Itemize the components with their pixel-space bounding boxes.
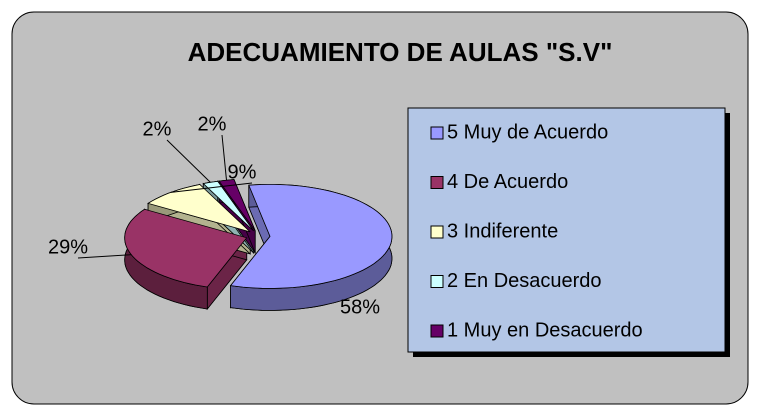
data-label: 29% [48, 236, 88, 258]
pie-slice [229, 184, 393, 289]
legend-swatch [430, 324, 444, 338]
legend-label: 4 De Acuerdo [447, 171, 568, 193]
legend-swatch [430, 225, 444, 239]
data-label: 2% [198, 113, 227, 135]
legend-swatch [430, 126, 444, 140]
leader-line [77, 254, 132, 259]
data-label: 2% [143, 118, 172, 140]
pie-slice [124, 208, 248, 288]
data-label: 58% [340, 296, 380, 318]
legend [407, 107, 726, 353]
chart-title: ADECUAMIENTO DE AULAS "S.V" [188, 37, 613, 67]
legend-swatch [430, 176, 444, 189]
leader-line [166, 139, 211, 183]
legend-label: 5 Muy de Acuerdo [447, 121, 608, 143]
legend-label: 2 En Desacuerdo [447, 270, 602, 292]
data-label: 9% [228, 161, 257, 183]
leader-line [170, 182, 253, 193]
pie-slice [218, 179, 256, 232]
legend-label: 3 Indiferente [447, 220, 558, 242]
legend-label: 1 Muy en Desacuerdo [447, 319, 643, 341]
leader-line [221, 134, 227, 181]
legend-swatch [430, 275, 444, 288]
